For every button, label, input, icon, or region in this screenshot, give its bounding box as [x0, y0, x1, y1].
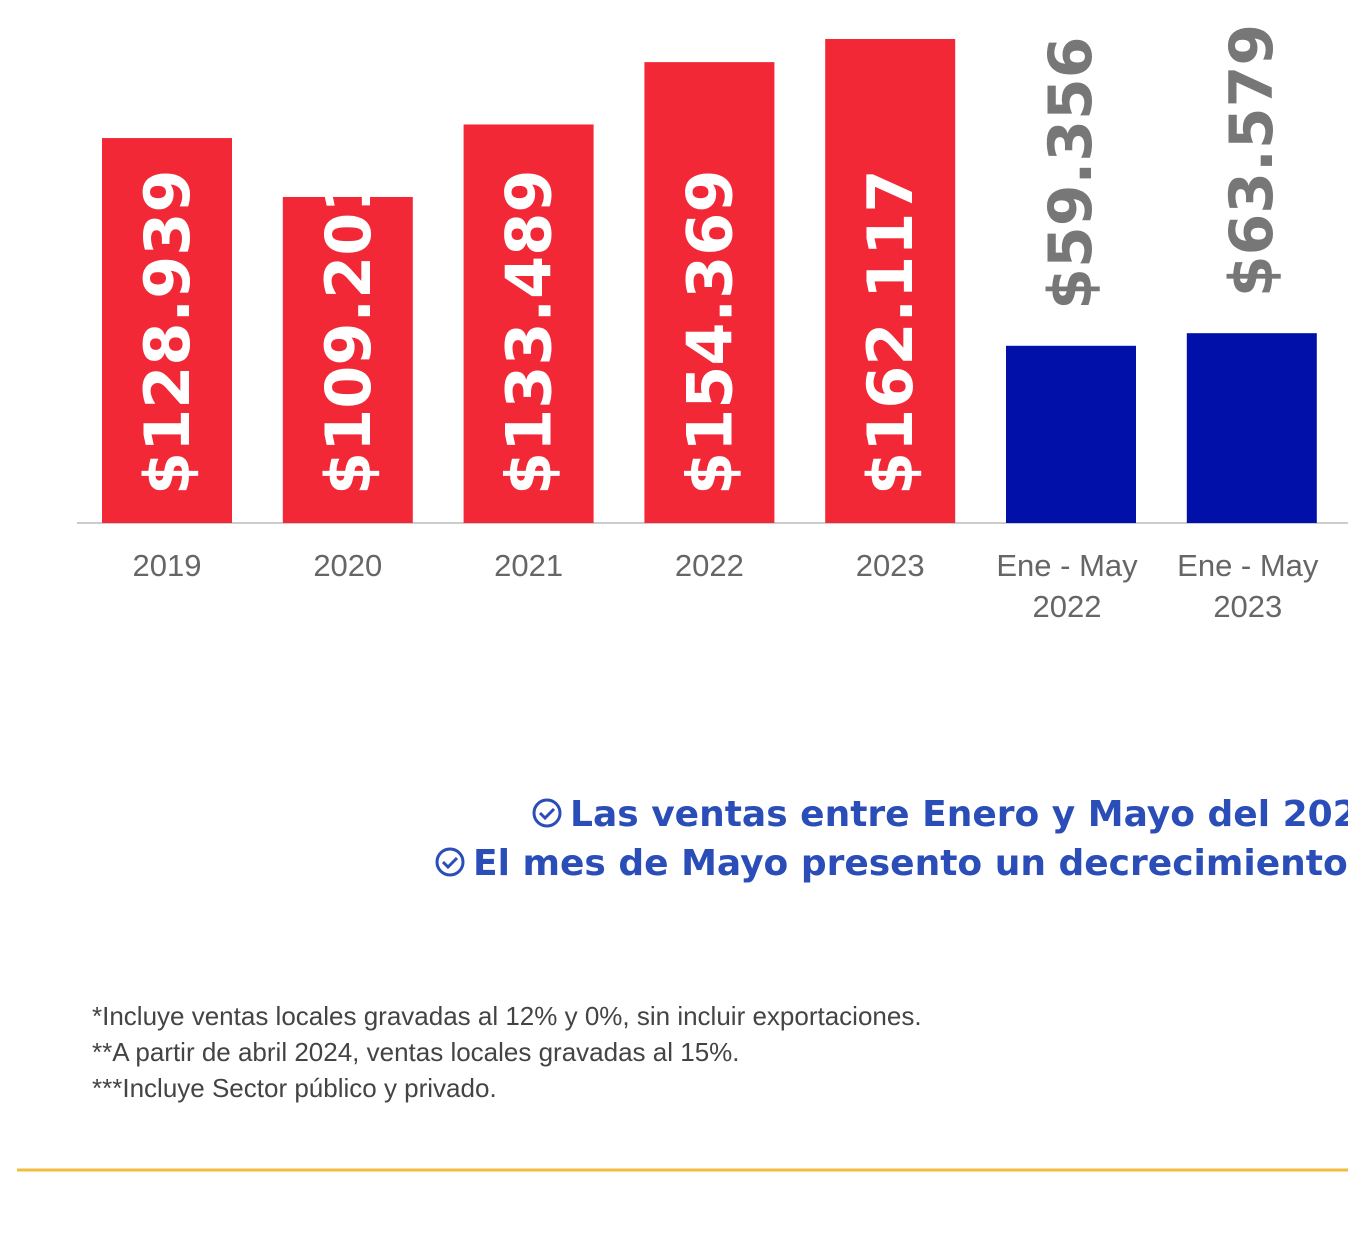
bar — [644, 62, 775, 523]
footnote: ***Incluye Sector público y privado. — [92, 1073, 497, 1103]
bar — [102, 138, 232, 523]
highlight: Las ventas entre Enero y Mayo del 202 — [570, 794, 1348, 835]
x-tick-label: 2022 — [1033, 589, 1102, 624]
x-tick-label: 2019 — [133, 548, 202, 583]
x-tick-label: Ene - May — [1177, 548, 1319, 583]
value-label: $133.489 — [493, 169, 566, 495]
x-tick-label: 2023 — [1213, 589, 1282, 624]
bar — [1186, 333, 1317, 523]
value-label: $109.201 — [312, 169, 385, 495]
value-label: $128.939 — [131, 169, 204, 495]
value-label: $63.579 — [1217, 24, 1287, 297]
highlight: El mes de Mayo presento un decrecimiento — [473, 843, 1348, 884]
x-tick-label: 2022 — [675, 548, 744, 583]
x-tick-label: 2023 — [856, 548, 925, 583]
x-tick-label: 2020 — [313, 548, 382, 583]
bar — [1006, 345, 1136, 523]
bar — [825, 39, 956, 523]
x-tick-label: 2021 — [494, 548, 563, 583]
value-label: $59.356 — [1036, 37, 1106, 310]
footnote: **A partir de abril 2024, ventas locales… — [92, 1037, 740, 1067]
x-tick-label: Ene - May — [996, 548, 1138, 583]
value-label: $154.369 — [673, 169, 746, 495]
bar — [282, 196, 413, 523]
check-icon — [435, 847, 465, 877]
bar — [463, 124, 594, 523]
value-label: $162.117 — [854, 169, 927, 495]
check-icon — [532, 798, 562, 828]
footnote: *Incluye ventas locales gravadas al 12% … — [92, 1001, 922, 1031]
